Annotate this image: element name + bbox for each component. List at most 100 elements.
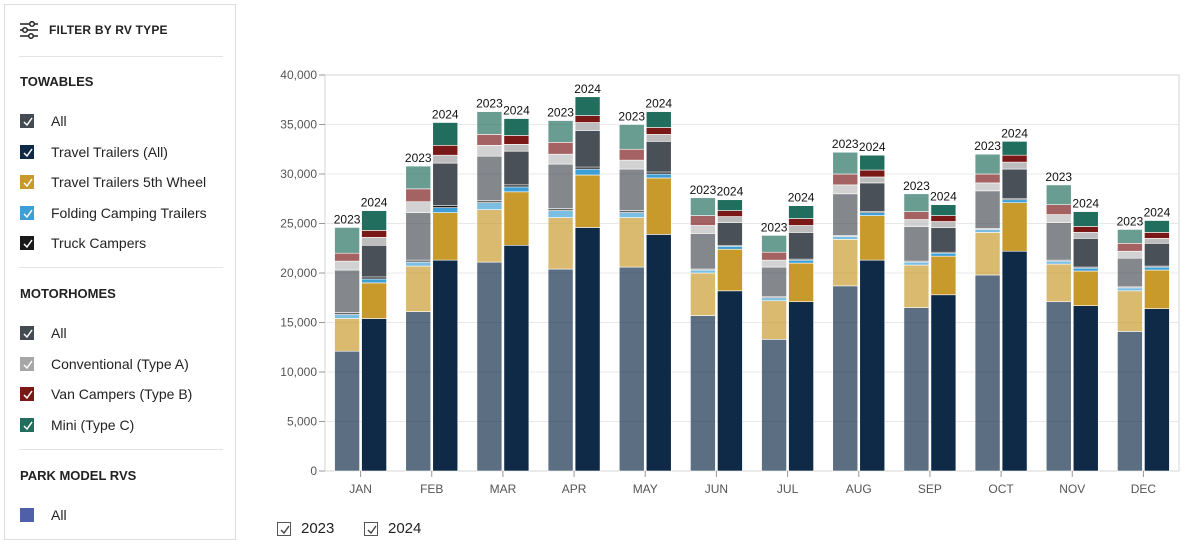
- bar-segment: [974, 274, 1001, 472]
- bar-segment: [1144, 232, 1170, 239]
- bar-segment: [405, 261, 432, 267]
- checkbox-checked-icon[interactable]: [20, 356, 34, 371]
- filter-option[interactable]: Folding Camping Trailers: [20, 205, 207, 221]
- divider: [19, 267, 223, 268]
- filter-option-label: All: [51, 507, 67, 523]
- bar-segment: [1045, 263, 1072, 303]
- bar-segment: [361, 210, 387, 231]
- checkbox-checked-icon[interactable]: [364, 521, 378, 536]
- filter-option[interactable]: Travel Trailers (All): [20, 144, 168, 160]
- bar-segment: [832, 173, 859, 186]
- bar-segment: [859, 259, 886, 472]
- checkbox-checked-icon[interactable]: [20, 114, 34, 128]
- bar-segment: [618, 159, 645, 170]
- bar-segment: [1045, 184, 1072, 205]
- checkbox-checked-icon[interactable]: [20, 417, 34, 432]
- bar-segment: [476, 261, 503, 472]
- bar-year-label: 2024: [1144, 206, 1171, 220]
- checkbox-checked-icon[interactable]: [20, 326, 34, 340]
- bar-segment: [618, 124, 645, 150]
- checkbox-checked-icon[interactable]: [20, 175, 34, 189]
- bar-segment: [717, 199, 743, 211]
- bar-segment: [405, 265, 432, 312]
- bar-segment: [832, 184, 859, 195]
- bar-segment: [930, 204, 957, 216]
- bar-segment: [903, 226, 930, 262]
- bar-year-label: 2024: [1072, 197, 1099, 211]
- bar-segment: [859, 169, 886, 178]
- bar-segment: [717, 222, 743, 246]
- bar-segment: [334, 318, 360, 352]
- y-tick-label: 40,000: [280, 68, 317, 82]
- bar-segment: [1045, 301, 1072, 472]
- filter-option[interactable]: Travel Trailers 5th Wheel: [20, 174, 206, 190]
- bar-segment: [717, 210, 743, 217]
- bar-segment: [903, 307, 930, 472]
- bar-year-label: 2023: [761, 220, 788, 234]
- filter-option[interactable]: Truck Campers: [20, 235, 146, 251]
- filter-option[interactable]: Conventional (Type A): [20, 356, 189, 372]
- filter-header[interactable]: FILTER BY RV TYPE: [19, 21, 168, 39]
- checkbox-checked-icon[interactable]: [20, 205, 34, 220]
- bar-segment: [1117, 287, 1143, 292]
- bar-segment: [974, 153, 1001, 175]
- bar-segment: [1045, 222, 1072, 261]
- bar-year-label: 2023: [974, 139, 1001, 153]
- y-tick-label: 35,000: [280, 118, 317, 132]
- bar-segment: [930, 221, 957, 228]
- bar-segment: [930, 255, 957, 296]
- filter-option[interactable]: Mini (Type C): [20, 417, 134, 433]
- bar-segment: [859, 154, 886, 171]
- checkbox-filled-icon[interactable]: [20, 508, 34, 522]
- x-tick-label: JAN: [349, 482, 372, 496]
- legend-item-2024[interactable]: 2024: [364, 520, 421, 537]
- filter-option[interactable]: All: [20, 325, 67, 341]
- bar-segment: [547, 210, 574, 218]
- bar-segment: [503, 118, 530, 136]
- filter-option[interactable]: All: [20, 113, 67, 129]
- bar-year-label: 2024: [361, 196, 388, 210]
- bar-segment: [361, 282, 387, 319]
- bar-segment: [974, 173, 1001, 184]
- bar-segment: [645, 173, 672, 179]
- bar-segment: [832, 236, 859, 240]
- bar-segment: [405, 165, 432, 190]
- bar-segment: [645, 134, 672, 142]
- x-tick-label: APR: [562, 482, 587, 496]
- bar-segment: [1072, 211, 1099, 227]
- checkbox-checked-icon[interactable]: [277, 521, 291, 536]
- bar-year-label: 2024: [645, 97, 672, 111]
- bar-segment: [1117, 290, 1143, 332]
- filter-option[interactable]: All: [20, 507, 67, 523]
- filter-option-label: Folding Camping Trailers: [51, 204, 207, 221]
- bar-segment: [503, 186, 530, 193]
- divider: [19, 449, 223, 450]
- bar-year-label: 2023: [334, 212, 361, 226]
- x-tick-label: MAY: [633, 482, 658, 496]
- bar-segment: [1072, 267, 1099, 272]
- bar-segment: [1045, 214, 1072, 223]
- bar-segment: [547, 163, 574, 209]
- filter-option-label: Van Campers (Type B): [51, 386, 193, 402]
- checkbox-checked-icon[interactable]: [20, 144, 34, 159]
- y-tick-label: 30,000: [280, 167, 317, 181]
- filter-option-label: Travel Trailers (All): [51, 143, 168, 160]
- filter-option-label: All: [51, 113, 67, 129]
- bar-segment: [334, 252, 360, 262]
- bar-segment: [930, 215, 957, 222]
- bar-segment: [717, 245, 743, 250]
- filter-option[interactable]: Van Campers (Type B): [20, 386, 192, 402]
- bar-segment: [405, 212, 432, 261]
- legend-item-2023[interactable]: 2023: [277, 520, 334, 537]
- x-tick-label: JUN: [705, 482, 728, 496]
- checkbox-checked-icon[interactable]: [20, 236, 34, 250]
- bar-segment: [361, 318, 387, 472]
- bar-year-label: 2024: [859, 140, 886, 154]
- bar-segment: [788, 232, 814, 260]
- bar-segment: [761, 259, 787, 268]
- checkbox-checked-icon[interactable]: [20, 387, 34, 401]
- section-title: TOWABLES: [20, 74, 94, 89]
- x-tick-label: FEB: [420, 482, 443, 496]
- bar-segment: [1045, 204, 1072, 215]
- bar-segment: [761, 251, 787, 261]
